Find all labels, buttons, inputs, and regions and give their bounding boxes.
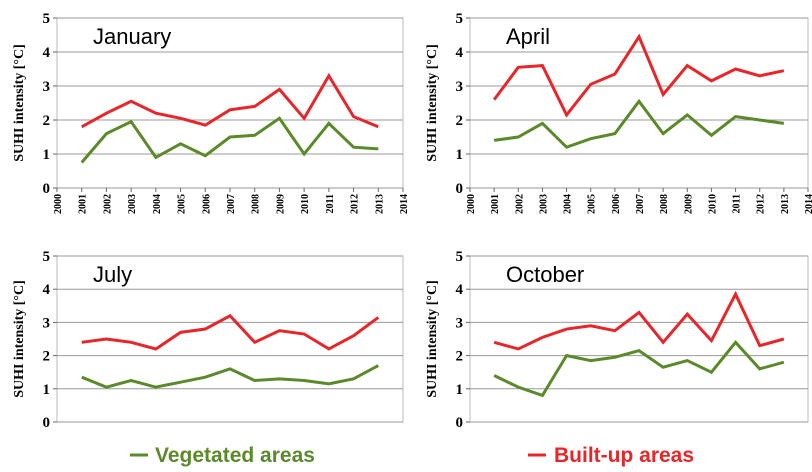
x-tick-label: 2007 [635,194,646,214]
legend-label: Built-up areas [554,444,694,467]
y-tick-label: 5 [456,249,464,265]
y-tick-label: 4 [43,45,51,61]
panel-title: April [506,24,550,49]
y-tick-label: 1 [456,147,464,163]
y-tick-label: 3 [43,315,51,331]
series-line [493,340,785,398]
series-line [492,33,785,118]
x-tick-label: 2010 [707,194,718,214]
y-tick-label: 0 [456,181,464,197]
series-line [81,313,380,351]
x-tick-label: 2008 [251,194,262,214]
x-tick-label: 2000 [53,194,64,214]
y-axis-label: SUHI intensity [°C] [12,44,27,162]
x-tick-label: 2013 [374,194,385,214]
panel-title: July [93,262,132,287]
plot-area [469,255,809,423]
x-tick-label: 2013 [780,194,791,214]
y-tick-label: 4 [456,282,464,298]
y-tick-label: 3 [456,315,464,331]
x-tick-label: 2007 [226,194,237,214]
x-tick-label: 2005 [587,194,598,214]
y-axis-label: SUHI intensity [°C] [425,280,440,398]
x-tick-label: 2000 [466,194,477,214]
x-tick-label: 2012 [350,194,361,214]
series-line [493,290,785,351]
x-tick-label: 2009 [683,194,694,214]
x-tick-label: 2008 [659,194,670,214]
series-line [80,72,379,129]
y-tick-label: 3 [456,79,464,95]
x-tick-label: 2005 [177,194,188,214]
x-tick-label: 2002 [514,194,525,214]
panel-title: October [506,262,584,287]
x-tick-label: 2012 [756,194,767,214]
x-tick-label: 2004 [563,194,574,214]
y-axis-label: SUHI intensity [°C] [425,44,440,162]
y-tick-label: 5 [43,11,51,27]
series-line [81,364,379,389]
y-axis-label: SUHI intensity [°C] [12,280,27,398]
x-tick-label: 2004 [152,194,163,214]
x-tick-label: 2003 [538,194,549,214]
x-tick-label: 2014 [804,194,812,214]
y-tick-label: 0 [43,181,51,197]
y-tick-label: 2 [456,113,464,129]
y-tick-label: 2 [43,349,51,365]
y-tick-label: 5 [456,11,464,27]
legend-label: Vegetated areas [155,444,315,467]
series-line [80,116,379,164]
y-tick-label: 4 [43,282,51,298]
panel-title: January [93,24,171,49]
y-tick-label: 1 [456,382,464,398]
x-tick-label: 2010 [300,194,311,214]
x-tick-label: 2014 [399,194,410,214]
x-tick-label: 2006 [201,194,212,214]
y-tick-label: 0 [43,415,51,431]
x-tick-label: 2001 [78,194,89,214]
y-tick-label: 2 [456,349,464,365]
y-tick-label: 4 [456,45,464,61]
series-line [493,98,785,149]
y-tick-label: 2 [43,113,51,129]
x-tick-label: 2011 [732,194,743,213]
x-tick-label: 2011 [325,194,336,213]
y-tick-label: 0 [456,415,464,431]
x-tick-label: 2006 [611,194,622,214]
x-tick-label: 2001 [490,194,501,214]
y-tick-label: 3 [43,79,51,95]
y-tick-label: 1 [43,147,51,163]
x-tick-label: 2009 [275,194,286,214]
y-tick-label: 1 [43,382,51,398]
x-tick-label: 2003 [127,194,138,214]
y-tick-label: 5 [43,249,51,265]
x-tick-label: 2002 [102,194,113,214]
